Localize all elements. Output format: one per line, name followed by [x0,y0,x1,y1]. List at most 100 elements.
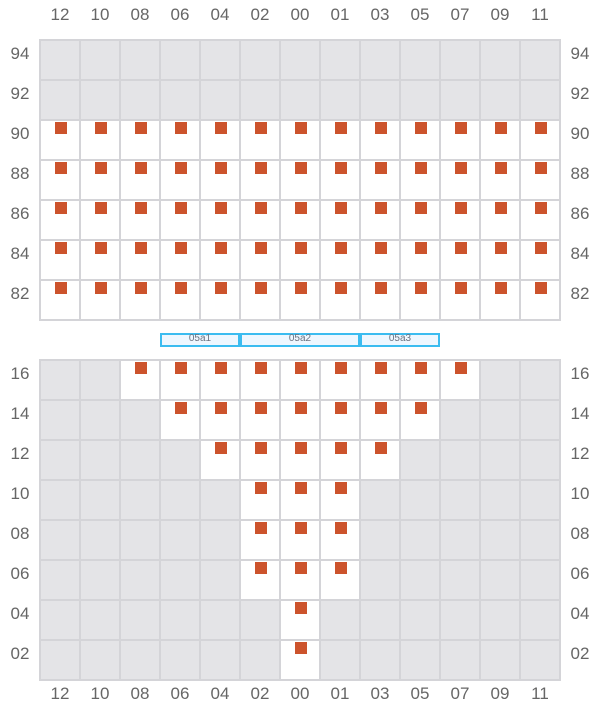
segment-05a2[interactable]: 05a2 [240,333,360,347]
seat-cell[interactable] [200,200,240,240]
occupied-marker[interactable] [535,282,547,294]
seat-cell[interactable] [40,200,80,240]
occupied-marker[interactable] [495,122,507,134]
seat-cell[interactable] [480,160,520,200]
seat-cell[interactable] [120,120,160,160]
occupied-marker[interactable] [495,162,507,174]
seat-cell[interactable] [280,480,320,520]
occupied-marker[interactable] [255,442,267,454]
occupied-marker[interactable] [295,282,307,294]
occupied-marker[interactable] [215,122,227,134]
seat-cell[interactable] [200,280,240,320]
occupied-marker[interactable] [255,282,267,294]
seat-cell[interactable] [120,240,160,280]
seat-cell[interactable] [520,200,560,240]
occupied-marker[interactable] [255,522,267,534]
seat-cell[interactable] [120,360,160,400]
seat-cell[interactable] [520,160,560,200]
seat-cell[interactable] [120,160,160,200]
occupied-marker[interactable] [455,242,467,254]
seat-cell[interactable] [240,160,280,200]
occupied-marker[interactable] [375,282,387,294]
seat-cell[interactable] [320,160,360,200]
occupied-marker[interactable] [455,282,467,294]
seat-cell[interactable] [240,400,280,440]
occupied-marker[interactable] [535,162,547,174]
occupied-marker[interactable] [295,402,307,414]
occupied-marker[interactable] [375,162,387,174]
seat-cell[interactable] [280,280,320,320]
occupied-marker[interactable] [415,202,427,214]
occupied-marker[interactable] [335,242,347,254]
seat-cell[interactable] [120,280,160,320]
seat-cell[interactable] [280,120,320,160]
occupied-marker[interactable] [335,562,347,574]
seat-cell[interactable] [280,400,320,440]
occupied-marker[interactable] [335,282,347,294]
seat-cell[interactable] [320,560,360,600]
seat-cell[interactable] [360,400,400,440]
occupied-marker[interactable] [335,362,347,374]
seat-cell[interactable] [240,280,280,320]
seat-cell[interactable] [480,120,520,160]
occupied-marker[interactable] [135,202,147,214]
seat-cell[interactable] [520,240,560,280]
seat-cell[interactable] [320,360,360,400]
occupied-marker[interactable] [175,242,187,254]
occupied-marker[interactable] [175,202,187,214]
seat-cell[interactable] [160,200,200,240]
occupied-marker[interactable] [295,442,307,454]
occupied-marker[interactable] [255,562,267,574]
occupied-marker[interactable] [175,122,187,134]
seat-cell[interactable] [200,160,240,200]
seat-cell[interactable] [520,120,560,160]
occupied-marker[interactable] [55,242,67,254]
seat-cell[interactable] [240,240,280,280]
occupied-marker[interactable] [55,162,67,174]
occupied-marker[interactable] [335,122,347,134]
seat-cell[interactable] [360,200,400,240]
seat-cell[interactable] [160,400,200,440]
occupied-marker[interactable] [255,482,267,494]
occupied-marker[interactable] [215,362,227,374]
occupied-marker[interactable] [175,362,187,374]
seat-cell[interactable] [280,200,320,240]
occupied-marker[interactable] [95,122,107,134]
seat-cell[interactable] [200,400,240,440]
seat-cell[interactable] [400,400,440,440]
seat-cell[interactable] [280,600,320,640]
seat-cell[interactable] [400,160,440,200]
occupied-marker[interactable] [95,282,107,294]
seat-cell[interactable] [320,120,360,160]
seat-cell[interactable] [320,200,360,240]
occupied-marker[interactable] [295,362,307,374]
occupied-marker[interactable] [95,202,107,214]
seat-cell[interactable] [480,200,520,240]
occupied-marker[interactable] [175,162,187,174]
occupied-marker[interactable] [295,202,307,214]
seat-cell[interactable] [80,280,120,320]
segment-05a1[interactable]: 05a1 [160,333,240,347]
occupied-marker[interactable] [335,442,347,454]
seat-cell[interactable] [280,640,320,680]
occupied-marker[interactable] [495,202,507,214]
seat-cell[interactable] [400,360,440,400]
occupied-marker[interactable] [375,362,387,374]
occupied-marker[interactable] [295,642,307,654]
occupied-marker[interactable] [415,362,427,374]
seat-cell[interactable] [240,440,280,480]
seat-cell[interactable] [400,280,440,320]
seat-cell[interactable] [240,560,280,600]
seat-cell[interactable] [280,360,320,400]
seat-cell[interactable] [320,480,360,520]
occupied-marker[interactable] [335,482,347,494]
occupied-marker[interactable] [375,202,387,214]
seat-cell[interactable] [360,120,400,160]
occupied-marker[interactable] [335,202,347,214]
seat-cell[interactable] [440,360,480,400]
seat-cell[interactable] [200,440,240,480]
occupied-marker[interactable] [135,362,147,374]
seat-cell[interactable] [160,240,200,280]
occupied-marker[interactable] [95,162,107,174]
seat-cell[interactable] [80,240,120,280]
